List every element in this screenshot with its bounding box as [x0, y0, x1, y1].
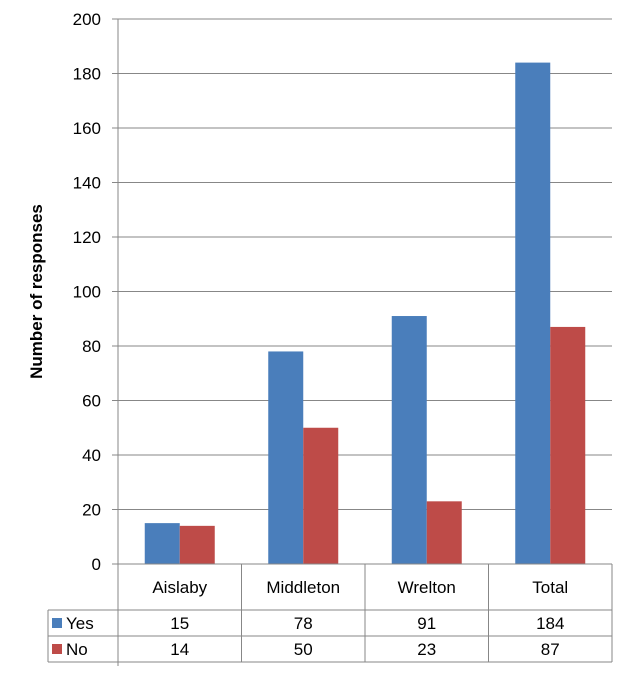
y-tick-label: 0 [92, 555, 101, 574]
y-tick-label: 200 [73, 10, 101, 29]
y-tick-labels: 0 20 40 60 80 100 120 140 160 180 200 [73, 10, 101, 574]
bar-no-aislaby [179, 525, 215, 564]
data-label: 14 [170, 640, 189, 659]
category-label: Aislaby [152, 578, 207, 597]
data-label: 184 [536, 614, 564, 633]
bar-yes-aislaby [144, 523, 180, 564]
y-tick-label: 40 [82, 446, 101, 465]
data-label: 50 [294, 640, 313, 659]
y-tick-label: 80 [82, 337, 101, 356]
legend-key-no [52, 644, 62, 654]
bar-no-wrelton [426, 501, 462, 564]
y-tick-label: 20 [82, 501, 101, 520]
y-tick-label: 100 [73, 283, 101, 302]
bar-yes-middleton [268, 351, 304, 564]
bars [144, 62, 586, 564]
bar-yes-wrelton [391, 316, 427, 564]
y-tick-label: 60 [82, 392, 101, 411]
category-label: Wrelton [398, 578, 456, 597]
data-label: 78 [294, 614, 313, 633]
bar-no-middleton [303, 427, 339, 564]
data-label: 87 [541, 640, 560, 659]
y-tick-label: 180 [73, 65, 101, 84]
bar-yes-total [515, 62, 551, 564]
category-label: Middleton [266, 578, 340, 597]
bar-no-total [550, 326, 586, 564]
y-tick-label: 160 [73, 119, 101, 138]
legend-key-yes [52, 618, 62, 628]
data-label: 23 [417, 640, 436, 659]
legend-label: No [66, 640, 88, 659]
legend-label: Yes [66, 614, 94, 633]
y-tick-label: 140 [73, 174, 101, 193]
data-label: 15 [170, 614, 189, 633]
data-label: 91 [417, 614, 436, 633]
y-axis-title: Number of responses [27, 204, 46, 379]
data-table: Aislaby Middleton Wrelton Total Yes 15 78 91 184… [47, 564, 613, 663]
category-label: Total [532, 578, 568, 597]
y-tick-label: 120 [73, 228, 101, 247]
